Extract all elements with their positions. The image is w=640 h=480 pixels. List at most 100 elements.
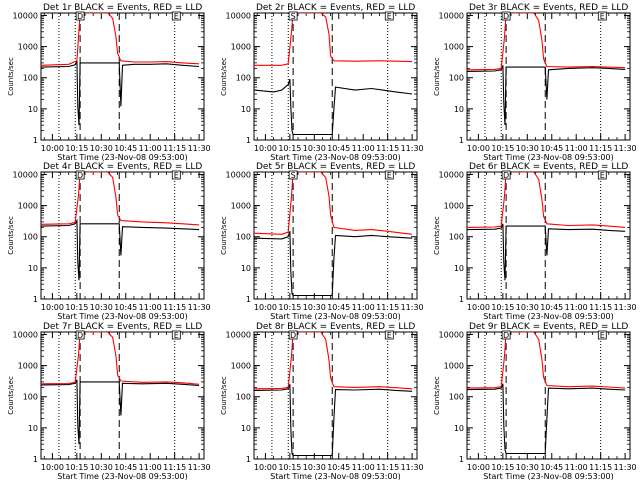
x-tick-label: 11:30 xyxy=(188,144,211,153)
x-tick-label: 10:15 xyxy=(65,303,88,312)
x-tick-label: 11:00 xyxy=(565,463,588,472)
chart-panel-2: Det 2r BLACK = Events, RED = LLD 1 10 100 10… xyxy=(220,3,424,162)
x-tick-label: 11:15 xyxy=(376,463,399,472)
x-tick-label: 10:30 xyxy=(303,144,326,153)
y-tick-label: 1 xyxy=(459,136,464,145)
x-tick-label: 11:15 xyxy=(589,303,612,312)
x-tick-label: 10:45 xyxy=(540,144,563,153)
marker-label: E xyxy=(600,331,605,340)
marker-label: S xyxy=(291,12,296,21)
chart-title: Det 1r BLACK = Events, RED = LLD xyxy=(43,3,202,13)
y-tick-label: 10000 xyxy=(226,170,251,179)
x-tick-label: 10:45 xyxy=(327,303,350,312)
y-tick-label: 10 xyxy=(454,105,464,114)
series-line-events xyxy=(254,79,413,136)
series-line-lld xyxy=(467,13,626,71)
y-tick-label: 10000 xyxy=(226,11,251,20)
marker-box xyxy=(75,170,85,180)
x-tick-label: 11:00 xyxy=(565,144,588,153)
x-tick-label: 10:30 xyxy=(516,463,539,472)
y-tick-label: 1000 xyxy=(231,202,251,211)
chart-panel-5: Det 5r BLACK = Events, RED = LLD 1 10 100 10… xyxy=(220,162,424,321)
series-line-lld xyxy=(254,332,413,390)
chart-panel-6: Det 6r BLACK = Events, RED = LLD 1 10 100 10… xyxy=(433,162,637,321)
marker-label: D xyxy=(503,12,509,21)
x-tick-label: 10:15 xyxy=(278,463,301,472)
x-tick-label: 10:45 xyxy=(540,463,563,472)
x-axis-label: Start Time (23-Nov-08 09:53:00) xyxy=(57,153,187,162)
y-tick-label: 100 xyxy=(449,233,464,242)
marker-box xyxy=(75,11,85,21)
x-tick-label: 10:00 xyxy=(254,144,277,153)
y-tick-label: 1 xyxy=(246,455,251,464)
y-tick-label: 100 xyxy=(23,393,38,402)
series-line-lld xyxy=(467,172,626,228)
x-tick-label: 11:30 xyxy=(188,303,211,312)
x-tick-label: 11:00 xyxy=(565,303,588,312)
plot-frame xyxy=(466,331,631,460)
x-tick-label: 10:15 xyxy=(491,463,514,472)
marker-box xyxy=(75,330,85,340)
series-line-events xyxy=(467,223,626,281)
plot-frame xyxy=(40,12,205,141)
y-tick-label: 1000 xyxy=(18,362,38,371)
marker-label: D xyxy=(77,171,83,180)
y-tick-label: 1000 xyxy=(444,362,464,371)
x-tick-label: 11:15 xyxy=(376,144,399,153)
marker-box xyxy=(597,330,607,340)
marker-box xyxy=(597,11,607,21)
x-tick-label: 10:15 xyxy=(278,144,301,153)
x-tick-label: 11:15 xyxy=(589,144,612,153)
y-tick-label: 10000 xyxy=(13,170,38,179)
y-axis-label: Counts/sec xyxy=(220,57,228,96)
x-tick-label: 10:15 xyxy=(65,144,88,153)
y-axis-label: Counts/sec xyxy=(433,216,441,255)
series-line-lld xyxy=(254,172,413,235)
x-tick-label: 11:30 xyxy=(188,463,211,472)
x-tick-label: 10:00 xyxy=(467,303,490,312)
x-tick-label: 10:30 xyxy=(303,463,326,472)
y-axis-label: Counts/sec xyxy=(433,376,441,415)
x-tick-label: 10:30 xyxy=(90,144,113,153)
y-tick-label: 1 xyxy=(33,136,38,145)
series-line-lld xyxy=(41,172,200,226)
y-tick-label: 10000 xyxy=(226,330,251,339)
chart-title: Det 4r BLACK = Events, RED = LLD xyxy=(43,162,202,172)
x-axis-label: Start Time (23-Nov-08 09:53:00) xyxy=(57,472,187,480)
x-tick-label: 11:15 xyxy=(163,303,186,312)
x-tick-label: 11:30 xyxy=(614,463,637,472)
x-tick-label: 11:30 xyxy=(614,144,637,153)
y-tick-label: 1000 xyxy=(231,43,251,52)
series-line-lld xyxy=(41,13,200,66)
y-tick-label: 1 xyxy=(459,295,464,304)
chart-title: Det 5r BLACK = Events, RED = LLD xyxy=(256,162,415,172)
x-tick-label: 10:00 xyxy=(41,463,64,472)
x-tick-label: 11:30 xyxy=(401,303,424,312)
x-tick-label: 10:30 xyxy=(90,303,113,312)
x-tick-label: 10:45 xyxy=(114,144,137,153)
chart-title: Det 2r BLACK = Events, RED = LLD xyxy=(256,3,415,13)
y-tick-label: 10 xyxy=(454,424,464,433)
y-axis-label: Counts/sec xyxy=(7,376,15,415)
plot-frame xyxy=(466,171,631,300)
chart-panel-4: Det 4r BLACK = Events, RED = LLD 1 10 100 10… xyxy=(7,162,211,321)
marker-label: E xyxy=(174,12,179,21)
x-tick-label: 11:00 xyxy=(352,144,375,153)
series-line-lld xyxy=(254,13,413,66)
marker-label: E xyxy=(600,12,605,21)
marker-box xyxy=(501,11,511,21)
x-tick-label: 10:00 xyxy=(254,463,277,472)
y-tick-label: 100 xyxy=(23,74,38,83)
x-tick-label: 10:00 xyxy=(467,463,490,472)
chart-panel-8: Det 8r BLACK = Events, RED = LLD 1 10 100 10… xyxy=(220,322,424,480)
x-tick-label: 10:45 xyxy=(114,303,137,312)
chart-title: Det 3r BLACK = Events, RED = LLD xyxy=(469,3,628,13)
plot-frame xyxy=(40,331,205,460)
x-tick-label: 10:00 xyxy=(41,303,64,312)
series-line-events xyxy=(254,231,413,297)
chart-panel-1: Det 1r BLACK = Events, RED = LLD 1 10 100 10… xyxy=(7,3,211,162)
x-axis-label: Start Time (23-Nov-08 09:53:00) xyxy=(483,472,613,480)
marker-label: E xyxy=(600,171,605,180)
x-tick-label: 11:15 xyxy=(589,463,612,472)
